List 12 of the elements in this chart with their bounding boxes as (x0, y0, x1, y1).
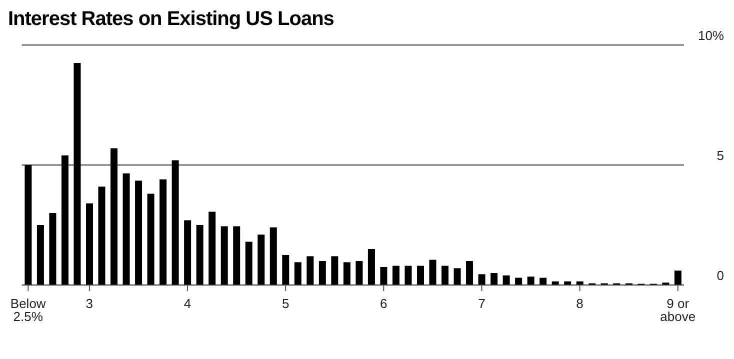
x-tick-label: 8 (576, 296, 584, 312)
x-tick-label: 3 (86, 296, 94, 312)
y-tick-label: 10% (698, 28, 724, 43)
x-tick-label: 9 or above (660, 296, 696, 324)
x-tick-label: Below 2.5% (10, 296, 46, 324)
y-tick-label: 5 (716, 148, 724, 163)
y-tick-label: 0 (716, 268, 724, 283)
x-tick-label: 7 (478, 296, 486, 312)
x-tick-label: 5 (282, 296, 290, 312)
chart-title: Interest Rates on Existing US Loans (8, 8, 334, 30)
x-tick-label: 4 (184, 296, 192, 312)
x-tick-label: 6 (380, 296, 388, 312)
